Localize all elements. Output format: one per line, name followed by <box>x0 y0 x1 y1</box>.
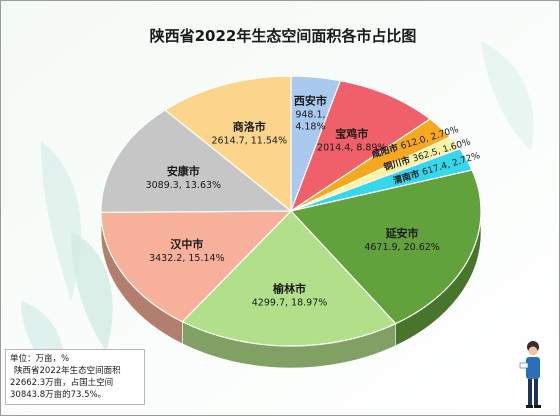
slice-value: 4299.7, 18.97% <box>252 298 328 309</box>
pie-slice-7 <box>181 210 397 347</box>
slice-name: 延安市 <box>385 226 419 240</box>
note-text: 陕西省2022年生态空间面积22662.3万亩，占国土空间30843.8万亩的7… <box>10 366 121 400</box>
slice-name: 安康市 <box>167 164 200 178</box>
slice-label-8: 汉中市 3432.2, 15.14% <box>149 237 225 264</box>
person-illustration <box>519 341 541 408</box>
slice-name: 汉中市 <box>170 237 203 251</box>
unit-label: 单位：万亩，% <box>10 354 70 364</box>
pie-slice-10 <box>163 75 292 213</box>
slice-value: 948.1, <box>295 110 325 121</box>
slice-label-1: 西安市 948.1,4.18% <box>294 94 327 133</box>
pie-top-layer <box>100 75 482 347</box>
slice-value: 2614.7, 11.54% <box>211 136 287 147</box>
slice-value: 2014.4, 8.89% <box>317 142 386 153</box>
slice-percent: 4.18% <box>295 122 325 133</box>
slice-value: 3089.3, 13.63% <box>146 180 222 191</box>
slice-value: 3432.2, 15.14% <box>149 253 225 264</box>
slice-name: 西安市 <box>294 94 327 108</box>
slice-value: 4671.9, 20.62% <box>364 242 440 253</box>
slice-label-7: 榆林市 4299.7, 18.97% <box>252 282 328 309</box>
slice-label-2: 宝鸡市 2014.4, 8.89% <box>317 126 386 153</box>
slice-label-10: 商洛市 2614.7, 11.54% <box>211 120 287 147</box>
slice-name: 宝鸡市 <box>335 126 368 140</box>
slice-label-9: 安康市 3089.3, 13.63% <box>146 164 222 191</box>
pie-slice-8 <box>100 210 293 323</box>
slice-name: 商洛市 <box>233 120 266 134</box>
slice-label-6: 延安市 4671.9, 20.62% <box>364 226 440 253</box>
chart-title: 陕西省2022年生态空间面积各市占比图 <box>150 27 417 45</box>
pie-slice-2 <box>289 79 432 213</box>
pie-slice-6 <box>289 169 482 325</box>
pie-slice-9 <box>100 109 293 214</box>
unit-note-box: 单位：万亩，% 陕西省2022年生态空间面积22662.3万亩，占国土空间308… <box>5 349 145 405</box>
slice-name: 榆林市 <box>273 282 306 296</box>
